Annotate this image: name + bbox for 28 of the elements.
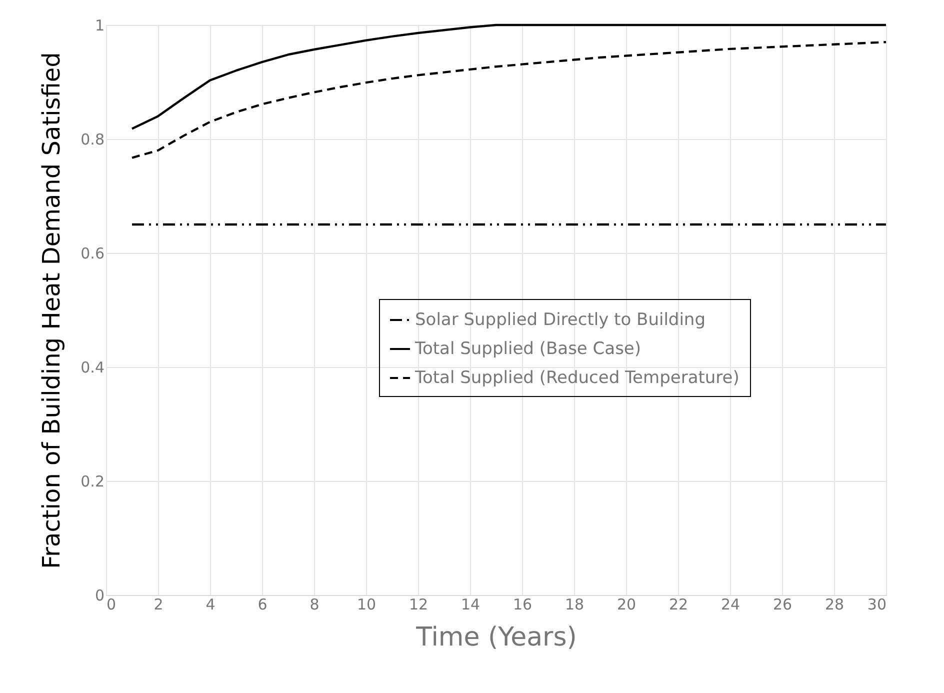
legend-label: Total Supplied (Base Case) (414, 339, 642, 359)
x-tick-label: 6 (258, 596, 268, 614)
x-axis-title: Time (Years) (415, 622, 577, 652)
legend-label: Total Supplied (Reduced Temperature) (414, 368, 740, 388)
x-tick-label: 12 (408, 596, 428, 614)
x-tick-label: 14 (460, 596, 480, 614)
y-axis-title: Fraction of Building Heat Demand Satisfied (38, 52, 66, 569)
x-tick-label: 16 (512, 596, 532, 614)
x-tick-label: 4 (206, 596, 216, 614)
x-tick-label: 0 (106, 596, 116, 614)
y-tick-label: 0.2 (80, 472, 104, 490)
x-tick-label: 20 (616, 596, 636, 614)
line-series (130, 41, 888, 159)
y-tick-label: 0.4 (80, 358, 104, 376)
x-tick-label: 8 (310, 596, 320, 614)
y-tick-label: 1 (94, 16, 104, 34)
x-tick-label: 24 (720, 596, 740, 614)
x-tick-label: 28 (824, 596, 844, 614)
x-tick-label: 18 (564, 596, 584, 614)
y-tick-label: 0.8 (80, 130, 104, 148)
x-tick-label: 22 (668, 596, 688, 614)
x-tick-label: 2 (154, 596, 164, 614)
y-tick-label: 0.6 (80, 244, 104, 262)
legend-label: Solar Supplied Directly to Building (415, 310, 706, 330)
line-series (130, 24, 888, 130)
x-tick-label: 30 (867, 596, 886, 614)
x-tick-label: 10 (356, 596, 376, 614)
x-tick-label: 26 (772, 596, 792, 614)
